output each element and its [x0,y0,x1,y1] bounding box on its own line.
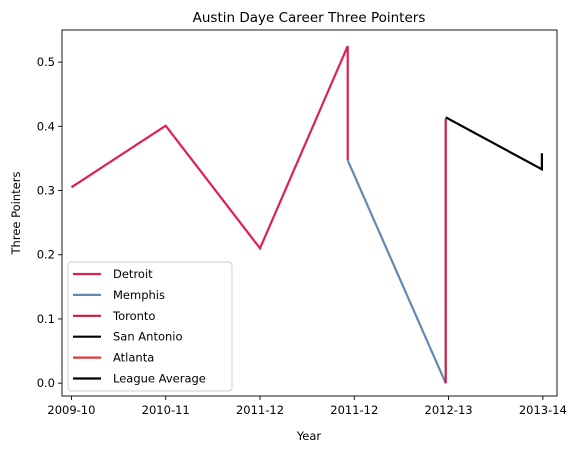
series-line-detroit [70,45,349,251]
series-line-memphis [346,159,447,384]
y-tick-label: 0.0 [37,376,55,390]
y-tick-label: 0.4 [37,119,55,133]
chart-title: Austin Daye Career Three Pointers [193,10,426,26]
y-tick-label: 0.1 [37,312,55,326]
x-tick-label: 2009-10 [47,403,95,417]
x-axis-label: Year [296,429,322,443]
legend-label: Atlanta [113,351,154,365]
legend-label: Detroit [113,267,153,281]
series-line-san-antonio [445,116,544,172]
plot-frame [61,29,558,397]
x-axis-ticks: 2009-10 2010-11 2011-12 2011-12 2012-13 2013-… [47,396,567,417]
y-axis-ticks: 0.0 0.1 0.2 0.3 0.4 0.5 [37,55,62,390]
y-axis-label: Three Pointers [9,172,23,256]
legend-box [67,261,233,392]
legend-label: San Antonio [113,330,183,344]
legend-label: Toronto [112,309,155,323]
y-tick-label: 0.2 [37,248,55,262]
series-lines [70,45,544,384]
legend-label: Memphis [113,288,165,302]
x-tick-label: 2012-13 [425,403,473,417]
x-tick-label: 2010-11 [142,403,190,417]
legend-label: League Average [113,372,206,386]
legend: Detroit Memphis Toronto San Antonio Atlanta L… [67,261,233,392]
x-tick-label: 2011-12 [236,403,284,417]
y-tick-label: 0.5 [37,55,55,69]
x-tick-label: 2011-12 [330,403,378,417]
x-tick-label: 2013-14 [519,403,567,417]
y-tick-label: 0.3 [37,184,55,198]
